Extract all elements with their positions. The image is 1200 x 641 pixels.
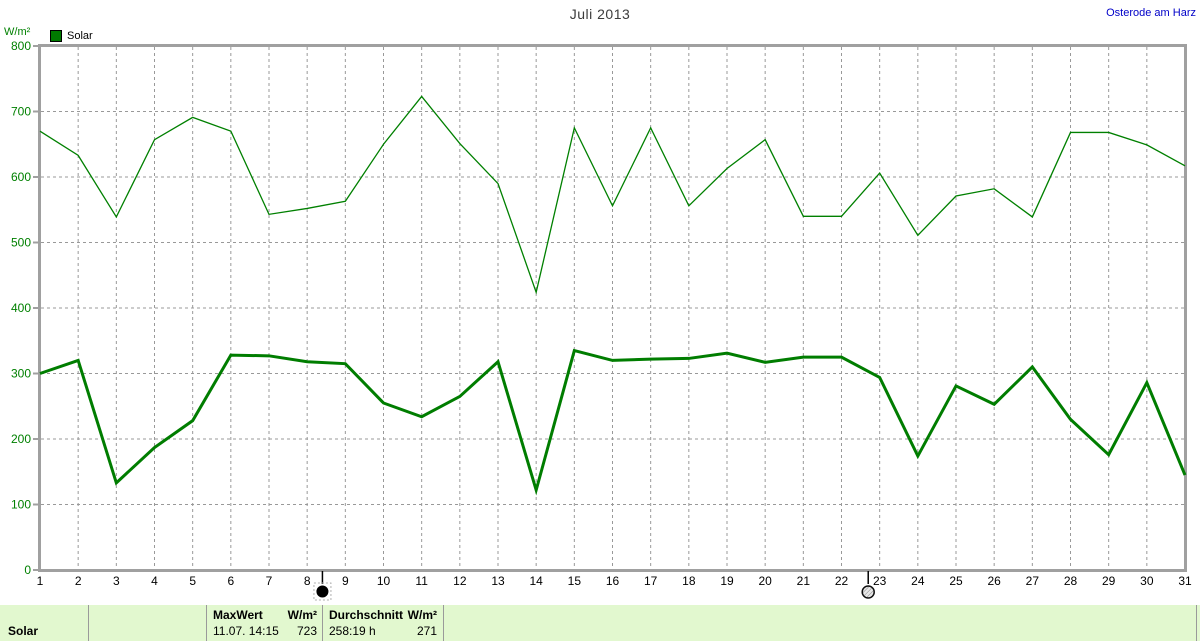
maxwert-value: 723 xyxy=(296,624,317,638)
status-bar: Solar MaxWert W/m² 11.07. 14:15 723 Durc… xyxy=(0,605,1200,641)
legend: Solar xyxy=(50,30,93,42)
x-tick-label: 30 xyxy=(1140,574,1154,588)
x-tick-label: 6 xyxy=(227,574,234,588)
maxwert-unit: W/m² xyxy=(287,608,317,622)
x-tick-label: 13 xyxy=(491,574,505,588)
y-tick-label: 200 xyxy=(11,432,31,446)
x-tick-label: 4 xyxy=(151,574,158,588)
statusbar-separator xyxy=(88,605,89,641)
x-tick-label: 22 xyxy=(835,574,849,588)
durchschnitt-label: Durchschnitt xyxy=(329,608,404,622)
chart-title: Juli 2013 xyxy=(569,6,631,22)
axes-frame xyxy=(33,44,1187,572)
series-solar-tagesmaximum xyxy=(39,95,1186,295)
x-tick-label: 28 xyxy=(1064,574,1078,588)
y-tick-label: 0 xyxy=(24,563,31,577)
statusbar-average-cell: Durchschnitt W/m² 258:19 h 271 xyxy=(323,607,443,639)
y-tick-label: 500 xyxy=(11,236,31,250)
x-tick-label: 14 xyxy=(529,574,543,588)
durchschnitt-unit: W/m² xyxy=(407,608,437,622)
x-tick-label: 10 xyxy=(377,574,391,588)
x-tick-label: 25 xyxy=(949,574,963,588)
maxwert-label: MaxWert xyxy=(213,608,263,622)
y-tick-label: 800 xyxy=(11,39,31,53)
y-axis-unit-label: W/m² xyxy=(4,26,31,38)
x-tick-label: 21 xyxy=(797,574,811,588)
solar-series-swatch-icon xyxy=(50,30,62,42)
x-tick-label: 11 xyxy=(415,574,428,588)
x-tick-label: 9 xyxy=(342,574,349,588)
data-series xyxy=(39,95,1187,496)
statusbar-separator xyxy=(322,605,323,641)
new-moon-focus-box xyxy=(313,582,332,601)
x-tick-label: 31 xyxy=(1178,574,1192,588)
new-moon-icon xyxy=(316,585,329,598)
y-tick-label: 300 xyxy=(11,367,31,381)
moon-phase-markers xyxy=(313,571,875,601)
x-tick-label: 3 xyxy=(113,574,120,588)
x-tick-label: 2 xyxy=(75,574,82,588)
x-tick-label: 24 xyxy=(911,574,925,588)
maxwert-datetime: 11.07. 14:15 xyxy=(213,624,279,638)
y-tick-label: 100 xyxy=(11,498,31,512)
statusbar-separator xyxy=(443,605,444,641)
durchschnitt-value: 271 xyxy=(416,624,437,638)
x-tick-label: 26 xyxy=(987,574,1001,588)
x-tick-label: 12 xyxy=(453,574,467,588)
station-name: Osterode am Harz xyxy=(1106,7,1196,19)
x-tick-label: 8 xyxy=(304,574,311,588)
statusbar-separator xyxy=(1196,605,1197,641)
y-tick-label: 700 xyxy=(11,105,31,119)
x-tick-label: 20 xyxy=(758,574,772,588)
x-tick-label: 15 xyxy=(568,574,582,588)
x-tick-label: 23 xyxy=(873,574,887,588)
y-tick-label: 600 xyxy=(11,170,31,184)
gridlines xyxy=(41,47,1184,569)
full-moon-icon xyxy=(861,585,875,599)
durchschnitt-duration: 258:19 h xyxy=(329,624,376,638)
y-tick-label: 400 xyxy=(11,301,31,315)
x-tick-label: 5 xyxy=(189,574,196,588)
x-tick-label: 7 xyxy=(266,574,273,588)
plot-frame xyxy=(38,44,1187,572)
x-tick-label: 18 xyxy=(682,574,696,588)
legend-label: Solar xyxy=(67,30,93,42)
x-tick-label: 16 xyxy=(606,574,620,588)
series-solar-durchschnitt xyxy=(39,348,1187,496)
statusbar-max-cell: MaxWert W/m² 11.07. 14:15 723 xyxy=(207,607,323,639)
x-tick-label: 29 xyxy=(1102,574,1116,588)
x-tick-label: 27 xyxy=(1026,574,1040,588)
statusbar-series-label: Solar xyxy=(8,624,39,638)
statusbar-separator xyxy=(206,605,207,641)
x-tick-label: 1 xyxy=(37,574,44,588)
x-tick-label: 17 xyxy=(644,574,658,588)
x-tick-label: 19 xyxy=(720,574,734,588)
